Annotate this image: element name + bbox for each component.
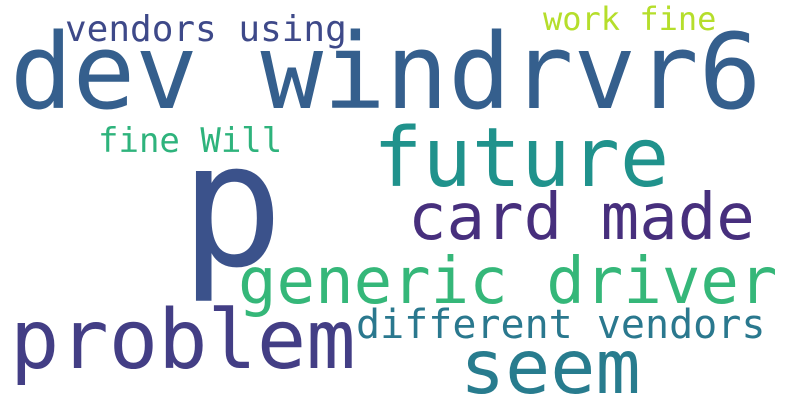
word-card-made: card made: [408, 181, 755, 255]
word-fine-will: fine Will: [98, 121, 283, 161]
word-vendors-using: vendors using: [65, 9, 347, 50]
word-problem: problem: [10, 293, 356, 388]
word-seem: seem: [460, 323, 641, 400]
word-different-vendors: different vendors: [356, 302, 766, 348]
word-p: p: [180, 105, 284, 306]
word-generic-driver: generic driver: [238, 245, 778, 319]
word-dev-windrvr6: dev windrvr6: [10, 11, 762, 133]
word-work-fine: work fine: [543, 0, 717, 38]
word-future: future: [373, 111, 670, 206]
